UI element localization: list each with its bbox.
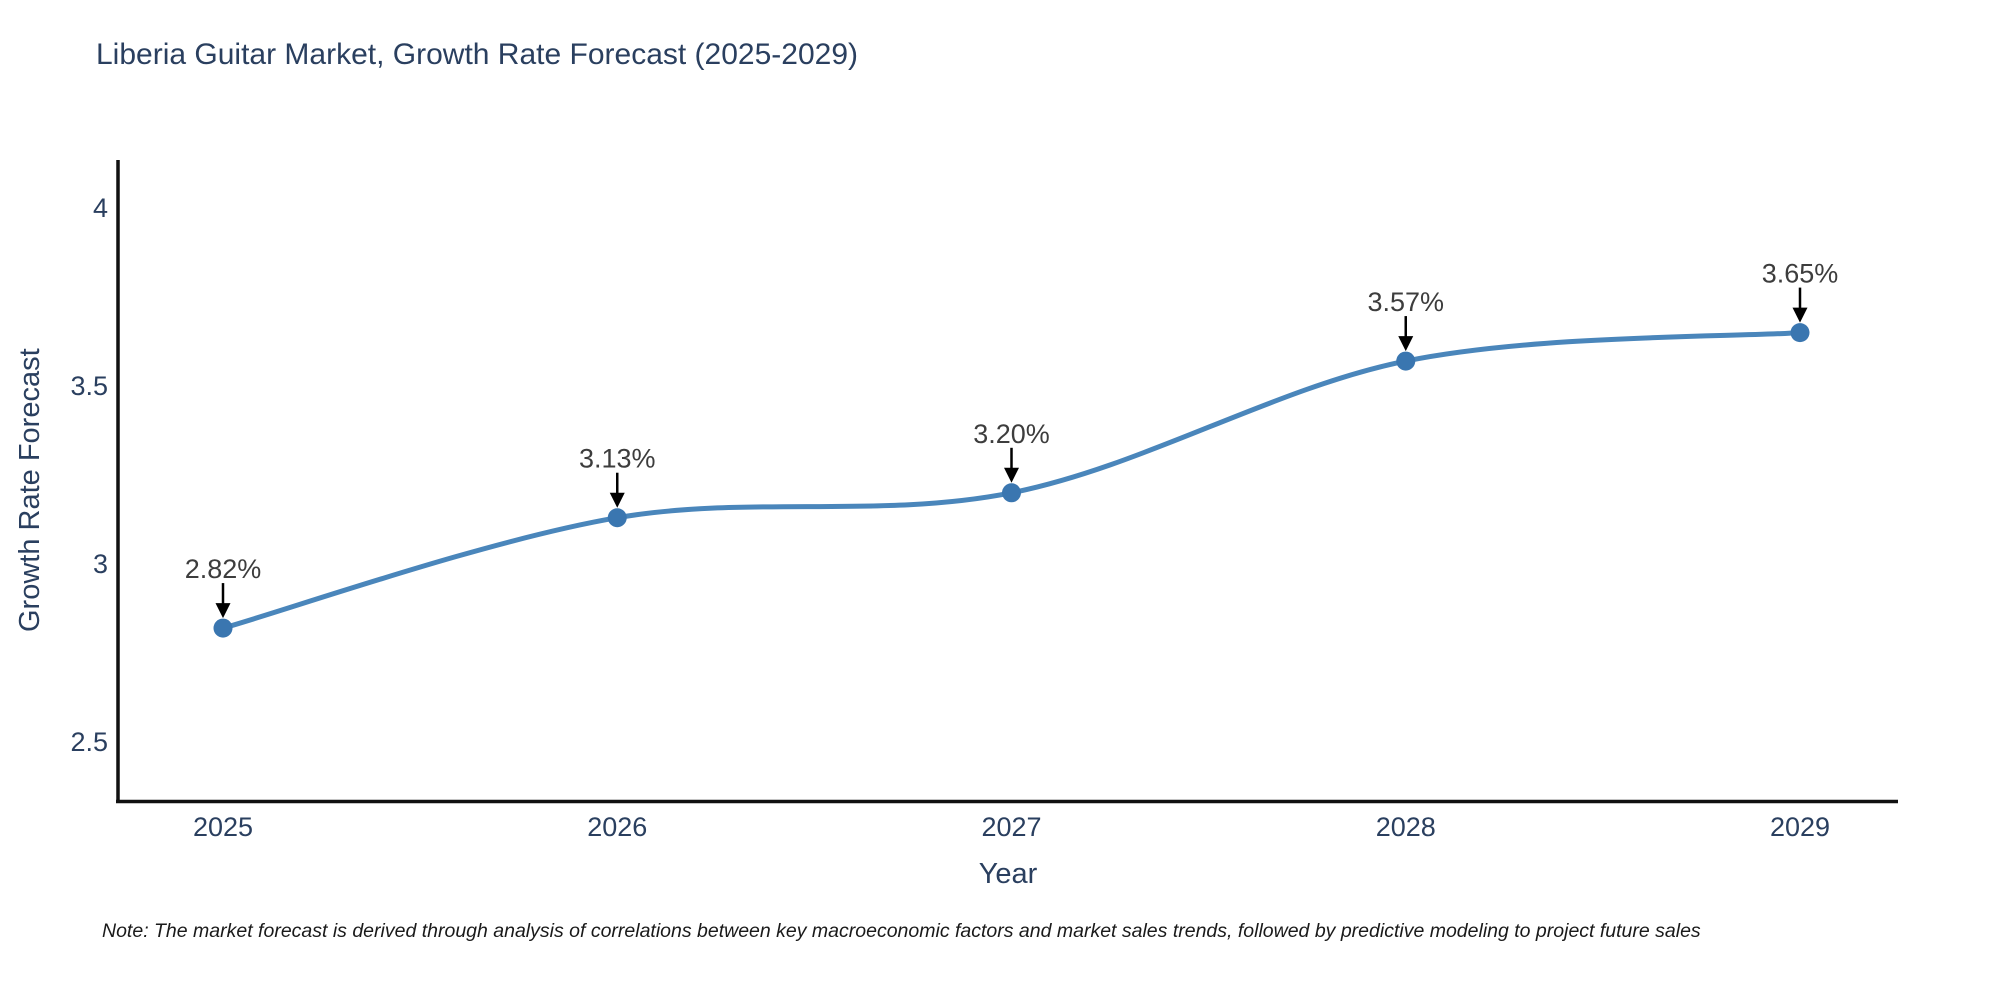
series-layer xyxy=(213,323,1810,638)
annotation-layer: 2.82% 3.13% 3.20% 3.57% 3.65% xyxy=(185,259,1839,619)
annotation-arrowhead-icon xyxy=(215,603,231,619)
x-axis-title: Year xyxy=(978,858,1038,890)
annotation-arrowhead-icon xyxy=(609,492,625,508)
y-tick-label: 3 xyxy=(93,549,108,579)
axis-ticks-layer: 4 3.5 3 2.5 2025 2026 2027 2028 2029 xyxy=(70,193,1830,842)
annotation-arrowhead-icon xyxy=(1792,307,1808,323)
y-tick-label: 3.5 xyxy=(70,371,108,401)
data-point-marker[interactable] xyxy=(1790,323,1810,343)
data-point-marker[interactable] xyxy=(1002,483,1021,503)
data-point-marker[interactable] xyxy=(607,508,627,528)
y-tick-label: 2.5 xyxy=(70,727,108,757)
point-annotation-label: 3.20% xyxy=(973,419,1050,449)
y-tick-label: 4 xyxy=(93,193,108,223)
point-annotation-label: 3.65% xyxy=(1762,259,1839,289)
footnote-text: Note: The market forecast is derived thr… xyxy=(102,920,1701,942)
data-point-marker[interactable] xyxy=(213,618,233,638)
x-tick-label: 2027 xyxy=(981,812,1041,842)
annotation-arrowhead-icon xyxy=(1004,467,1019,483)
x-tick-label: 2028 xyxy=(1376,812,1436,842)
point-annotation-label: 2.82% xyxy=(185,554,262,584)
x-tick-label: 2029 xyxy=(1770,812,1830,842)
annotation-arrowhead-icon xyxy=(1398,336,1414,352)
chart-title: Liberia Guitar Market, Growth Rate Forec… xyxy=(96,38,858,71)
x-tick-label: 2025 xyxy=(193,812,253,842)
data-point-marker[interactable] xyxy=(1396,351,1416,371)
x-tick-label: 2026 xyxy=(587,812,647,842)
point-annotation-label: 3.57% xyxy=(1367,287,1444,317)
point-annotation-label: 3.13% xyxy=(579,444,656,474)
